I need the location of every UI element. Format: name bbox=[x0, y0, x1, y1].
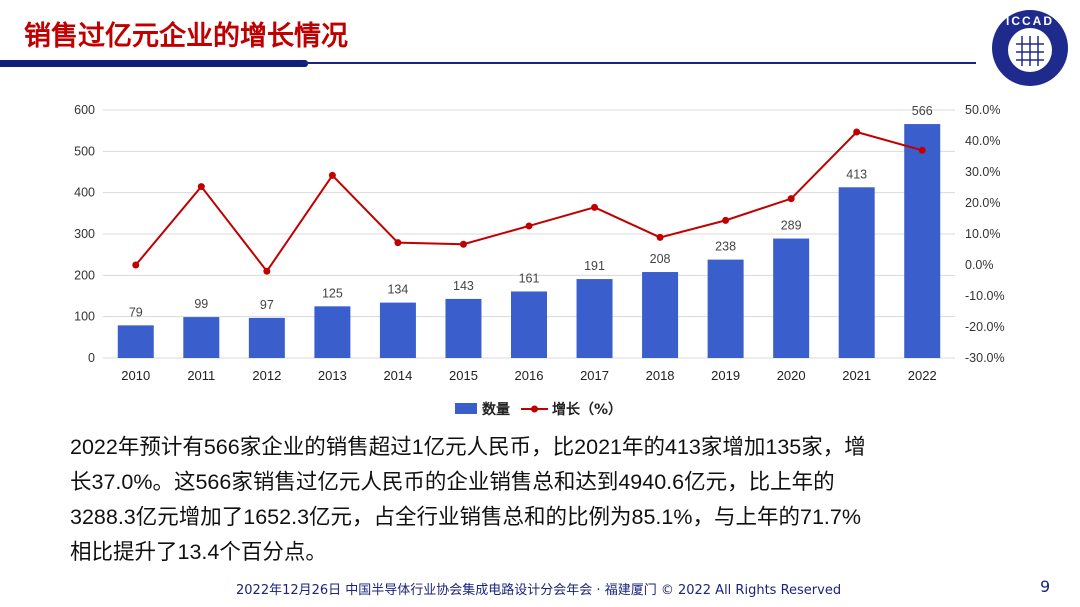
bar bbox=[511, 291, 547, 358]
x-tick-label: 2021 bbox=[842, 368, 871, 383]
bar-data-label: 143 bbox=[453, 279, 474, 293]
legend-bar-swatch bbox=[455, 403, 477, 414]
paragraph-line: 3288.3亿元增加了1652.3亿元，占全行业销售总和的比例为85.1%，与上… bbox=[70, 505, 861, 529]
bar-data-label: 289 bbox=[781, 219, 802, 233]
right-tick-label: 30.0% bbox=[965, 165, 1000, 179]
growth-point bbox=[656, 233, 664, 241]
right-tick-label: -30.0% bbox=[965, 351, 1005, 365]
bar bbox=[773, 238, 810, 358]
right-tick-label: -10.0% bbox=[965, 289, 1005, 303]
x-tick-label: 2017 bbox=[580, 368, 609, 383]
footer-text: 2022年12月26日 中国半导体行业协会集成电路设计分会年会 · 福建厦门 ©… bbox=[236, 583, 842, 598]
iccad-logo: ICCAD bbox=[992, 10, 1068, 86]
x-tick-label: 2013 bbox=[318, 368, 347, 383]
left-tick-label: 500 bbox=[74, 144, 95, 158]
bar-data-label: 238 bbox=[715, 240, 736, 254]
bar-data-label: 208 bbox=[650, 252, 671, 266]
x-tick-label: 2015 bbox=[449, 368, 478, 383]
growth-point bbox=[787, 195, 795, 203]
bar bbox=[838, 187, 875, 358]
bar bbox=[904, 124, 941, 358]
paragraph-line: 长37.0%。这566家销售过亿元人民币的企业销售总和达到4940.6亿元，比上… bbox=[70, 470, 835, 494]
slide-title: 销售过亿元企业的增长情况 bbox=[24, 21, 348, 52]
bar-data-label: 191 bbox=[584, 259, 605, 273]
x-tick-label: 2020 bbox=[777, 368, 806, 383]
right-tick-label: -20.0% bbox=[965, 320, 1005, 334]
bar-data-label: 97 bbox=[260, 298, 274, 312]
bar bbox=[379, 302, 416, 358]
legend-bar-label: 数量 bbox=[482, 401, 510, 418]
growth-point bbox=[263, 267, 271, 275]
title-underline bbox=[0, 60, 308, 67]
bar-data-label: 125 bbox=[322, 286, 343, 300]
x-tick-label: 2016 bbox=[515, 368, 544, 383]
legend-line-label: 增长（%） bbox=[552, 401, 622, 418]
bar-data-label: 99 bbox=[194, 297, 208, 311]
paragraph-line: 相比提升了13.4个百分点。 bbox=[70, 540, 327, 564]
bar-data-label: 79 bbox=[129, 305, 143, 319]
right-tick-label: 40.0% bbox=[965, 134, 1000, 148]
left-tick-label: 0 bbox=[88, 351, 95, 365]
growth-point bbox=[918, 146, 926, 154]
summary-paragraph: 2022年预计有566家企业的销售超过1亿元人民币，比2021年的413家增加1… bbox=[70, 430, 866, 570]
left-tick-label: 400 bbox=[74, 186, 95, 200]
bar bbox=[183, 317, 220, 358]
x-tick-label: 2010 bbox=[121, 368, 150, 383]
left-tick-label: 300 bbox=[74, 227, 95, 241]
bar-data-label: 134 bbox=[387, 283, 408, 297]
growth-point bbox=[853, 128, 861, 136]
right-tick-label: 0.0% bbox=[965, 258, 994, 272]
right-tick-label: 50.0% bbox=[965, 103, 1000, 117]
growth-point bbox=[722, 216, 730, 224]
bar-data-label: 413 bbox=[846, 167, 867, 181]
growth-point bbox=[525, 222, 533, 230]
growth-point bbox=[591, 203, 599, 211]
bar-data-label: 566 bbox=[912, 104, 933, 118]
x-tick-label: 2014 bbox=[383, 368, 412, 383]
bar bbox=[117, 325, 154, 358]
page-number: 9 bbox=[1040, 577, 1051, 596]
svg-text:ICCAD: ICCAD bbox=[1006, 14, 1054, 28]
bar bbox=[314, 306, 351, 358]
x-tick-label: 2012 bbox=[252, 368, 281, 383]
paragraph-line: 2022年预计有566家企业的销售超过1亿元人民币，比2021年的413家增加1… bbox=[70, 435, 866, 459]
left-tick-label: 600 bbox=[74, 103, 95, 117]
x-tick-label: 2019 bbox=[711, 368, 740, 383]
growth-point bbox=[328, 171, 336, 179]
bar-data-label: 161 bbox=[519, 271, 540, 285]
left-tick-label: 100 bbox=[74, 310, 95, 324]
x-tick-label: 2018 bbox=[646, 368, 675, 383]
title-rule bbox=[300, 62, 976, 64]
bar bbox=[642, 272, 679, 358]
right-tick-label: 10.0% bbox=[965, 227, 1000, 241]
bar bbox=[445, 298, 482, 358]
x-tick-label: 2022 bbox=[908, 368, 937, 383]
bar bbox=[707, 259, 744, 358]
growth-point bbox=[197, 183, 205, 191]
legend-line-marker bbox=[531, 405, 538, 413]
growth-point bbox=[459, 240, 467, 248]
left-tick-label: 200 bbox=[74, 268, 95, 282]
bar bbox=[248, 317, 285, 358]
bar bbox=[576, 279, 613, 358]
growth-point bbox=[132, 261, 140, 269]
x-tick-label: 2011 bbox=[187, 368, 215, 383]
growth-point bbox=[394, 239, 402, 247]
right-tick-label: 20.0% bbox=[965, 196, 1000, 210]
chart: 0 100 200 300 400 500 600 -30.0% -20.0% -10.0% 0.0… bbox=[74, 103, 1005, 418]
